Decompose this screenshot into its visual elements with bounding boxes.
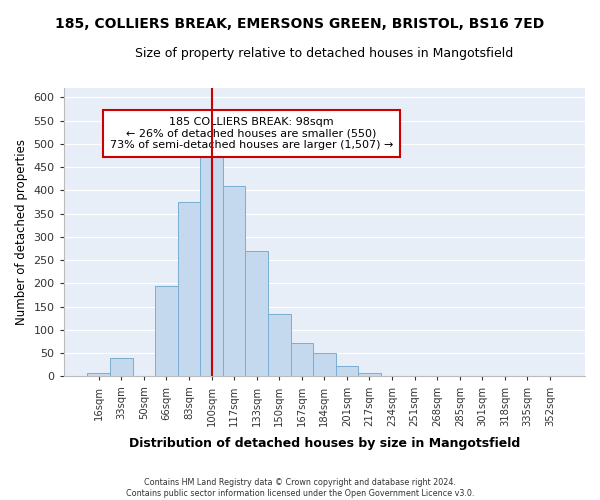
Bar — [110, 358, 133, 376]
Title: Size of property relative to detached houses in Mangotsfield: Size of property relative to detached ho… — [135, 48, 514, 60]
Bar — [155, 286, 178, 376]
X-axis label: Distribution of detached houses by size in Mangotsfield: Distribution of detached houses by size … — [129, 437, 520, 450]
Bar — [200, 148, 223, 376]
Text: 185, COLLIERS BREAK, EMERSONS GREEN, BRISTOL, BS16 7ED: 185, COLLIERS BREAK, EMERSONS GREEN, BRI… — [55, 18, 545, 32]
Bar — [268, 314, 290, 376]
Bar — [88, 373, 110, 376]
Bar — [223, 186, 245, 376]
Bar — [313, 353, 335, 376]
Bar — [178, 202, 200, 376]
Text: Contains HM Land Registry data © Crown copyright and database right 2024.
Contai: Contains HM Land Registry data © Crown c… — [126, 478, 474, 498]
Bar — [245, 251, 268, 376]
Text: 185 COLLIERS BREAK: 98sqm
← 26% of detached houses are smaller (550)
73% of semi: 185 COLLIERS BREAK: 98sqm ← 26% of detac… — [110, 117, 393, 150]
Bar — [335, 366, 358, 376]
Bar — [290, 342, 313, 376]
Y-axis label: Number of detached properties: Number of detached properties — [15, 140, 28, 326]
Bar — [358, 373, 381, 376]
